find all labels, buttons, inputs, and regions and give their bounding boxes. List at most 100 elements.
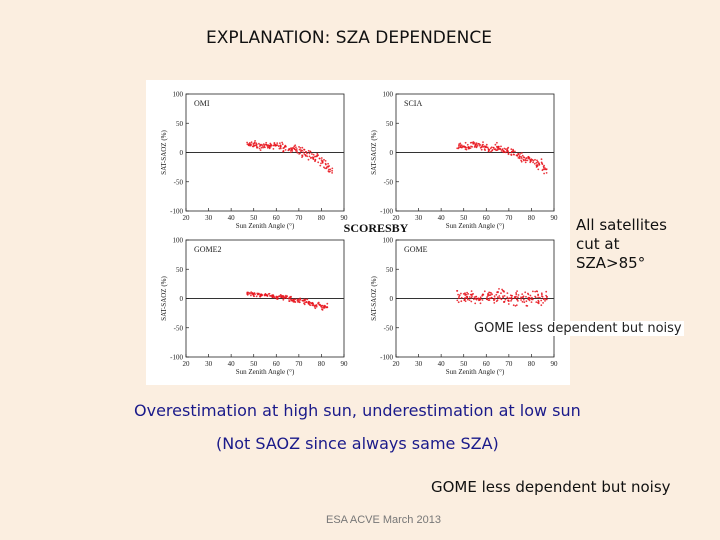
scatter-point — [296, 150, 298, 152]
scatter-point — [487, 292, 489, 295]
scatter-point — [325, 163, 327, 166]
scatter-point — [475, 145, 477, 147]
scatter-point — [266, 146, 269, 149]
scatter-point — [256, 292, 259, 295]
scatter-point — [485, 145, 487, 148]
scatter-point — [260, 146, 263, 149]
scatter-point — [511, 150, 513, 153]
scatter-point — [467, 147, 470, 150]
scatter-point — [500, 292, 502, 295]
scatter-point — [295, 146, 297, 149]
x-tick-label: 60 — [273, 214, 281, 222]
scatter-point — [317, 302, 319, 305]
scatter-point — [276, 142, 279, 144]
scatter-point — [491, 293, 493, 296]
scatter-point — [294, 298, 297, 301]
scatter-point — [515, 295, 517, 298]
scatter-point — [323, 166, 325, 169]
scatter-point — [477, 297, 480, 300]
scatter-point — [246, 143, 249, 146]
y-tick-label: 0 — [180, 149, 184, 157]
scatter-point — [265, 141, 268, 144]
scatter-point — [261, 145, 264, 147]
scatter-point — [482, 293, 484, 296]
scatter-point — [281, 141, 283, 144]
y-tick-label: -50 — [174, 178, 184, 186]
scatter-point — [317, 154, 319, 157]
scatter-point — [510, 300, 512, 302]
side-note-line: cut at — [576, 235, 620, 253]
scatter-point — [488, 299, 491, 301]
scatter-point — [301, 156, 303, 158]
scatter-point — [298, 299, 301, 301]
scatter-point — [526, 159, 529, 162]
side-note-line: SZA>85° — [576, 254, 646, 272]
scatter-point — [460, 292, 462, 295]
scatter-point — [262, 146, 264, 149]
scatter-point — [533, 162, 536, 165]
scatter-point — [284, 149, 287, 151]
scatter-point — [291, 150, 294, 152]
scatter-point — [545, 290, 548, 293]
scatter-point — [306, 155, 309, 158]
scatter-point — [477, 142, 480, 145]
scatter-point — [541, 293, 543, 296]
x-axis-label: Sun Zenith Angle (°) — [236, 368, 295, 376]
scatter-point — [309, 304, 312, 307]
scatter-point — [291, 148, 293, 151]
scatter-point — [535, 301, 538, 303]
scatter-point — [461, 145, 464, 148]
scatter-point — [308, 155, 311, 158]
scatter-point — [307, 149, 310, 152]
scatter-point — [510, 295, 513, 297]
scatter-point — [512, 149, 514, 152]
scatter-point — [307, 158, 310, 161]
scatter-point — [301, 146, 304, 149]
scatter-point — [321, 309, 324, 311]
scatter-point — [525, 295, 527, 298]
scatter-point — [315, 305, 318, 308]
scatter-point — [464, 141, 467, 144]
x-axis-label: Sun Zenith Angle (°) — [446, 222, 505, 230]
y-tick-label: -50 — [384, 324, 394, 332]
scatter-point — [494, 143, 497, 146]
scatter-point — [535, 290, 538, 292]
scatter-point — [531, 158, 534, 161]
scatter-point — [538, 162, 541, 165]
scatter-point — [496, 145, 498, 148]
scatter-point — [545, 172, 548, 174]
x-tick-label: 20 — [183, 360, 191, 368]
scatter-point — [248, 142, 251, 144]
scatter-point — [483, 290, 486, 293]
scatter-point — [323, 306, 326, 309]
y-tick-label: 50 — [176, 120, 184, 128]
scatter-point — [517, 152, 520, 155]
x-tick-label: 70 — [505, 214, 513, 222]
scatter-point — [523, 159, 525, 162]
scatter-point — [288, 300, 291, 302]
scatter-point — [517, 300, 519, 302]
scatter-point — [294, 144, 297, 147]
scatter-point — [470, 294, 473, 296]
scatter-point — [297, 301, 299, 303]
scatter-point — [503, 147, 506, 150]
scatter-point — [268, 292, 271, 295]
scatter-point — [532, 161, 534, 164]
x-tick-label: 30 — [415, 360, 423, 368]
scatter-point — [465, 146, 468, 149]
scatter-point — [520, 299, 522, 301]
scatter-point — [320, 157, 323, 159]
scatter-point — [305, 151, 308, 153]
scatter-point — [529, 161, 532, 164]
y-tick-label: 100 — [383, 91, 394, 99]
scatter-point — [310, 302, 313, 305]
x-tick-label: 40 — [228, 214, 236, 222]
scatter-point — [498, 288, 500, 290]
scatter-point — [525, 157, 527, 160]
scatter-point — [465, 148, 468, 151]
x-tick-label: 30 — [205, 360, 213, 368]
scatter-point — [298, 148, 301, 151]
scatter-point — [499, 297, 501, 300]
scatter-point — [470, 300, 473, 303]
scatter-point — [540, 304, 543, 307]
